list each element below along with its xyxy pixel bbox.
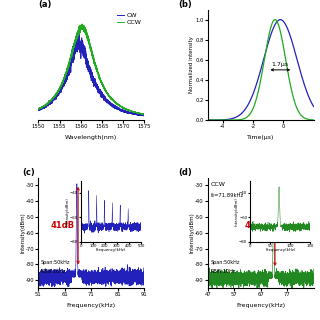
Text: (a): (a)	[38, 0, 52, 9]
CW	[142, 114, 146, 118]
Y-axis label: Intensity(dBm): Intensity(dBm)	[190, 212, 195, 253]
CW	[81, 48, 85, 52]
X-axis label: Frequency(kHz): Frequency(kHz)	[236, 303, 285, 308]
Text: 1.7μs: 1.7μs	[272, 62, 289, 67]
CW	[142, 113, 146, 117]
CW	[113, 105, 117, 109]
Text: (d): (d)	[178, 168, 192, 177]
Text: RBW:10Hz: RBW:10Hz	[41, 268, 66, 274]
CW	[134, 112, 138, 116]
X-axis label: Time(μs): Time(μs)	[247, 135, 274, 140]
Text: RBW:10Hz: RBW:10Hz	[211, 268, 236, 274]
Text: Span:50kHz: Span:50kHz	[41, 260, 70, 265]
CW	[77, 29, 81, 33]
Text: (c): (c)	[22, 168, 35, 177]
CCW	[139, 112, 143, 116]
Text: 41dB: 41dB	[50, 221, 75, 230]
CW	[82, 48, 86, 52]
CCW	[36, 107, 40, 111]
CCW	[80, 22, 84, 26]
CW	[139, 113, 143, 117]
Text: Span:50kHz: Span:50kHz	[211, 260, 240, 265]
CCW	[113, 101, 117, 105]
X-axis label: Wavelength(nm): Wavelength(nm)	[65, 135, 117, 140]
X-axis label: Frequency(kHz): Frequency(kHz)	[67, 303, 116, 308]
CCW	[142, 112, 146, 116]
Legend: CW, CCW: CW, CCW	[117, 13, 141, 25]
Y-axis label: Normalized intensity: Normalized intensity	[189, 36, 194, 93]
Y-axis label: Intensity(dBm): Intensity(dBm)	[20, 212, 26, 253]
Text: (b): (b)	[178, 0, 192, 9]
CCW	[87, 37, 91, 41]
CW	[87, 67, 91, 70]
CCW	[134, 110, 138, 114]
Text: f₀=71.89kHz: f₀=71.89kHz	[211, 193, 244, 198]
Text: 42.4dB: 42.4dB	[244, 221, 278, 230]
Line: CW: CW	[38, 31, 144, 116]
CCW	[81, 27, 85, 31]
CCW	[82, 26, 86, 30]
Text: CCW: CCW	[211, 182, 226, 187]
CCW	[141, 112, 145, 116]
Line: CCW: CCW	[38, 24, 144, 114]
CW	[36, 108, 40, 112]
